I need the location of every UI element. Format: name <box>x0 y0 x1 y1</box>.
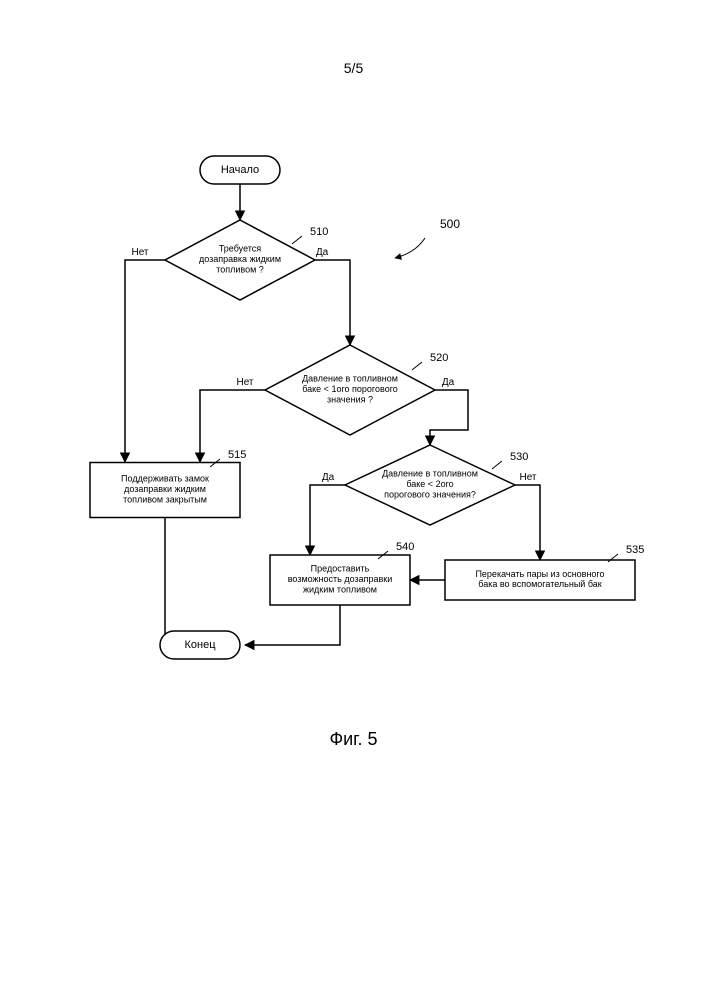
svg-text:510: 510 <box>310 226 328 238</box>
flowchart-svg: НетДаНетДаДаНетНачалоТребуетсядозаправка… <box>0 0 707 1000</box>
svg-text:500: 500 <box>440 217 460 231</box>
svg-text:530: 530 <box>510 451 528 463</box>
page-number: 5/5 <box>0 60 707 76</box>
svg-text:Конец: Конец <box>184 639 216 651</box>
svg-text:Поддерживать замокдозаправки ж: Поддерживать замокдозаправки жидкимтопли… <box>121 474 209 505</box>
svg-text:515: 515 <box>228 449 246 461</box>
svg-text:Нет: Нет <box>236 377 253 388</box>
svg-text:Да: Да <box>442 377 455 388</box>
figure-caption: Фиг. 5 <box>0 729 707 750</box>
svg-text:Да: Да <box>316 247 329 258</box>
svg-text:535: 535 <box>626 544 644 556</box>
svg-text:Начало: Начало <box>221 164 259 176</box>
svg-text:Нет: Нет <box>131 247 148 258</box>
svg-text:Перекачать пары из основногоба: Перекачать пары из основногобака во вспо… <box>475 569 604 589</box>
svg-text:540: 540 <box>396 541 414 553</box>
svg-text:520: 520 <box>430 352 448 364</box>
svg-text:Нет: Нет <box>519 472 536 483</box>
svg-text:Да: Да <box>322 472 335 483</box>
